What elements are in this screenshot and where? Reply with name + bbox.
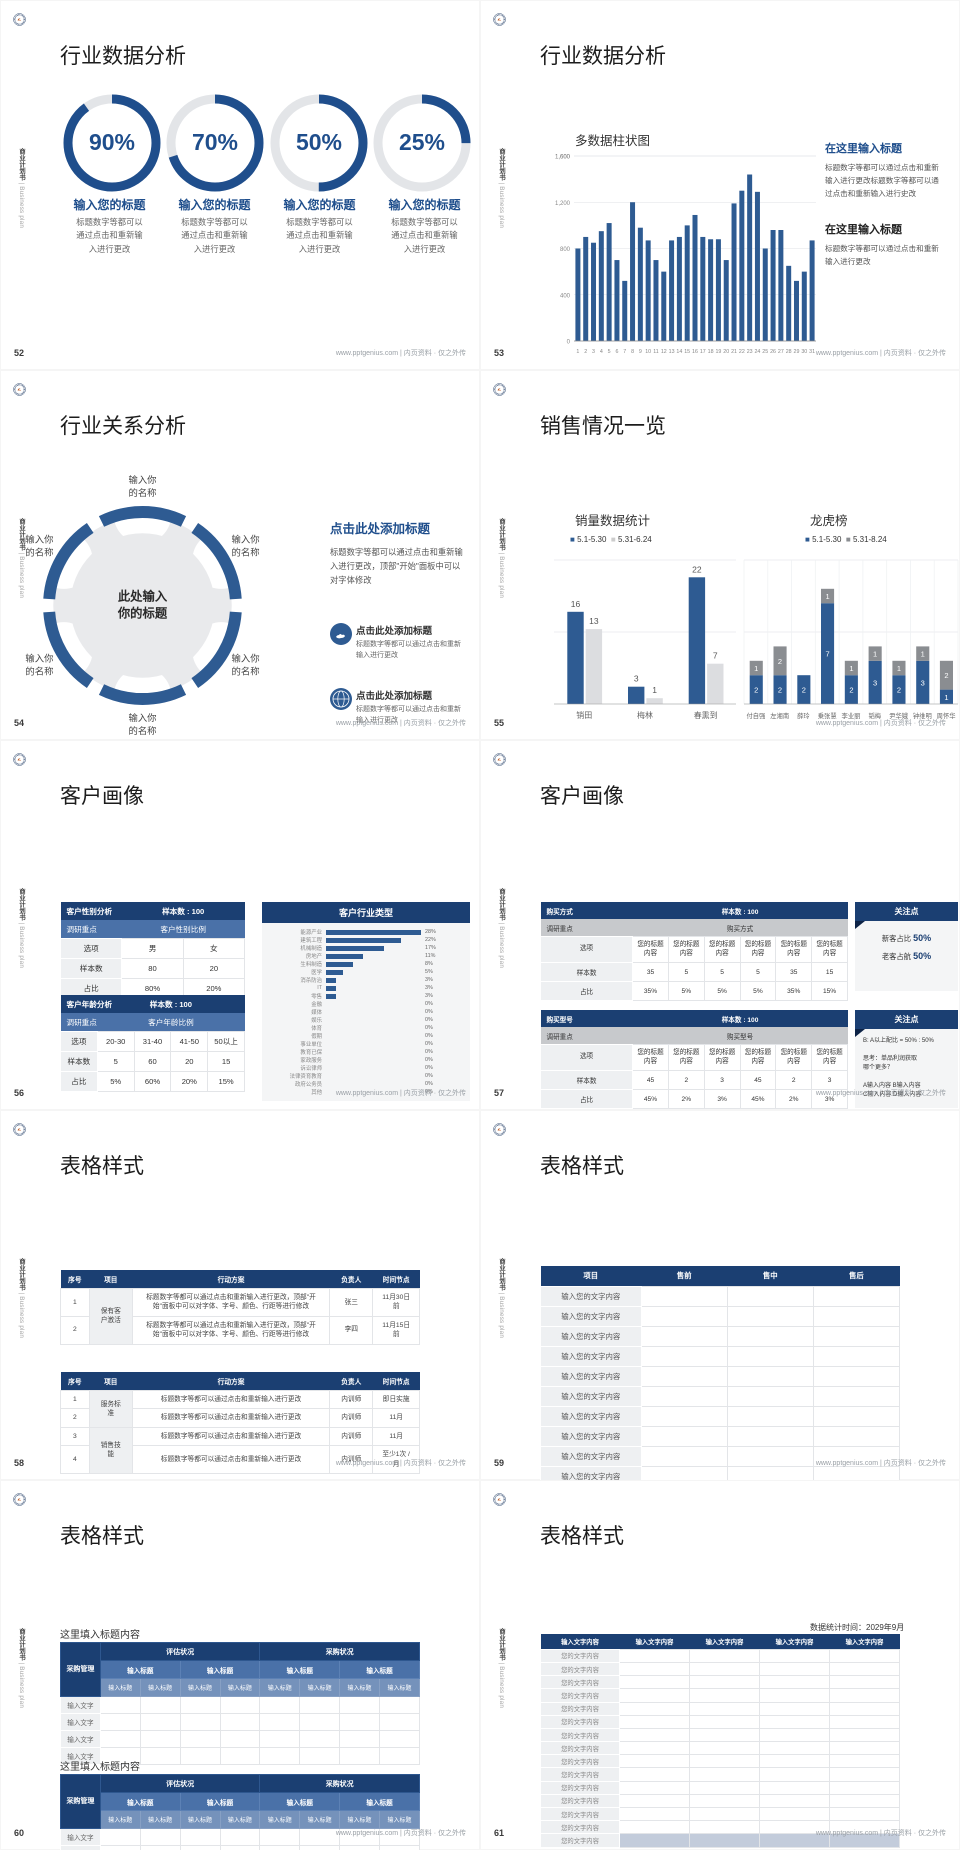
svg-text:15: 15	[684, 349, 690, 355]
svg-text:1: 1	[873, 650, 877, 659]
svg-text:19: 19	[715, 349, 721, 355]
svg-text:90%: 90%	[89, 129, 135, 155]
svg-text:7: 7	[826, 650, 830, 659]
svg-text:2: 2	[754, 686, 758, 695]
svg-text:16: 16	[692, 349, 698, 355]
svg-text:25: 25	[762, 349, 768, 355]
svg-text:2: 2	[778, 686, 782, 695]
svg-text:26: 26	[770, 349, 776, 355]
svg-text:18: 18	[708, 349, 714, 355]
svg-text:3: 3	[592, 349, 595, 355]
svg-text:22: 22	[692, 564, 702, 574]
svg-text:30: 30	[801, 349, 807, 355]
svg-text:13: 13	[669, 349, 675, 355]
svg-text:梅林: 梅林	[637, 710, 653, 720]
svg-text:8: 8	[631, 349, 634, 355]
svg-text:2: 2	[897, 686, 901, 695]
svg-text:7: 7	[713, 651, 718, 661]
svg-text:17: 17	[700, 349, 706, 355]
svg-text:3: 3	[634, 674, 639, 684]
svg-text:31: 31	[809, 349, 815, 355]
svg-text:3: 3	[873, 678, 877, 687]
svg-text:1,200: 1,200	[555, 201, 571, 207]
svg-text:2: 2	[849, 686, 853, 695]
svg-text:20: 20	[723, 349, 729, 355]
svg-text:14: 14	[676, 349, 682, 355]
svg-text:24: 24	[754, 349, 760, 355]
svg-text:13: 13	[589, 616, 599, 626]
svg-text:2: 2	[944, 671, 948, 680]
svg-text:1: 1	[652, 685, 657, 695]
svg-text:1: 1	[921, 650, 925, 659]
svg-text:1,600: 1,600	[555, 155, 571, 161]
svg-text:16: 16	[571, 599, 581, 609]
svg-text:0: 0	[567, 340, 571, 346]
svg-text:12: 12	[661, 349, 667, 355]
svg-text:左湘南: 左湘南	[770, 711, 789, 720]
svg-text:28: 28	[786, 349, 792, 355]
svg-text:27: 27	[778, 349, 784, 355]
svg-text:22: 22	[739, 349, 745, 355]
svg-text:3: 3	[921, 678, 925, 687]
svg-text:5: 5	[608, 349, 611, 355]
svg-text:4: 4	[600, 349, 603, 355]
svg-text:春熏到: 春熏到	[694, 710, 718, 720]
svg-text:25%: 25%	[399, 129, 445, 155]
svg-text:1: 1	[944, 693, 948, 702]
svg-text:付自强: 付自强	[746, 711, 766, 720]
svg-text:1: 1	[897, 664, 901, 673]
svg-text:21: 21	[731, 349, 737, 355]
svg-text:薛玲: 薛玲	[797, 711, 810, 720]
svg-text:23: 23	[747, 349, 753, 355]
svg-text:70%: 70%	[192, 129, 238, 155]
svg-text:1: 1	[849, 664, 853, 673]
svg-text:6: 6	[615, 349, 618, 355]
svg-text:800: 800	[560, 247, 571, 253]
svg-text:50%: 50%	[296, 129, 342, 155]
svg-text:2: 2	[584, 349, 587, 355]
svg-text:10: 10	[645, 349, 651, 355]
svg-text:1: 1	[576, 349, 579, 355]
svg-text:2: 2	[802, 686, 806, 695]
svg-text:7: 7	[623, 349, 626, 355]
svg-text:400: 400	[560, 293, 571, 299]
svg-text:1: 1	[754, 664, 758, 673]
svg-text:9: 9	[639, 349, 642, 355]
svg-text:29: 29	[794, 349, 800, 355]
svg-text:2: 2	[778, 657, 782, 666]
svg-text:1: 1	[826, 592, 830, 601]
svg-text:销田: 销田	[576, 710, 592, 720]
svg-text:11: 11	[653, 349, 659, 355]
